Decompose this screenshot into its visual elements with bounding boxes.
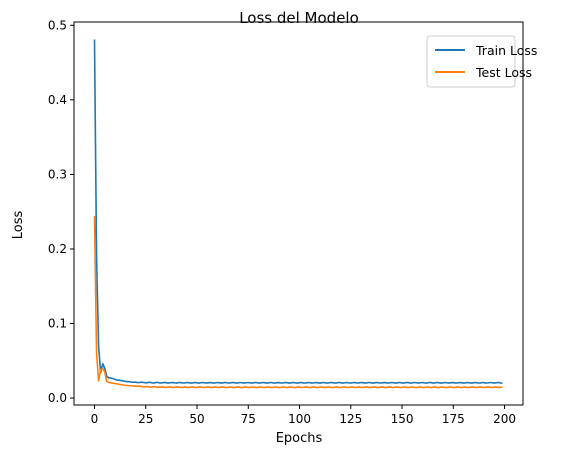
x-tick-label: 100 xyxy=(288,412,311,426)
legend: Train Loss Test Loss xyxy=(426,35,537,88)
y-tick-label: 0.0 xyxy=(48,391,67,405)
legend-box xyxy=(426,35,516,88)
legend-label-test: Test Loss xyxy=(475,65,532,80)
x-tick-label: 175 xyxy=(442,412,465,426)
plot-lines xyxy=(93,39,503,389)
y-tick-label: 0.3 xyxy=(48,167,67,181)
y-tick-label: 0.5 xyxy=(48,18,67,32)
x-tick-label: 50 xyxy=(189,412,204,426)
x-tick-label: 0 xyxy=(91,412,99,426)
y-axis-label: Loss xyxy=(11,211,26,240)
x-tick-label: 200 xyxy=(493,412,516,426)
x-tick-label: 150 xyxy=(391,412,414,426)
test-loss-line xyxy=(93,216,503,389)
x-tick-label: 125 xyxy=(339,412,362,426)
x-axis-ticks: 0 25 50 75 100 125 150 175 200 xyxy=(91,405,516,426)
x-tick-label: 75 xyxy=(241,412,256,426)
plot-frame xyxy=(73,21,524,406)
y-tick-label: 0.2 xyxy=(48,242,67,256)
y-tick-label: 0.4 xyxy=(48,93,67,107)
chart-title: Loss del Modelo xyxy=(239,9,359,27)
legend-label-train: Train Loss xyxy=(475,43,537,58)
y-axis-ticks: 0.0 0.1 0.2 0.3 0.4 0.5 xyxy=(48,18,74,405)
y-tick-label: 0.1 xyxy=(48,317,67,331)
train-loss-line xyxy=(93,39,503,384)
x-axis-label: Epochs xyxy=(276,431,323,446)
x-tick-label: 25 xyxy=(138,412,153,426)
